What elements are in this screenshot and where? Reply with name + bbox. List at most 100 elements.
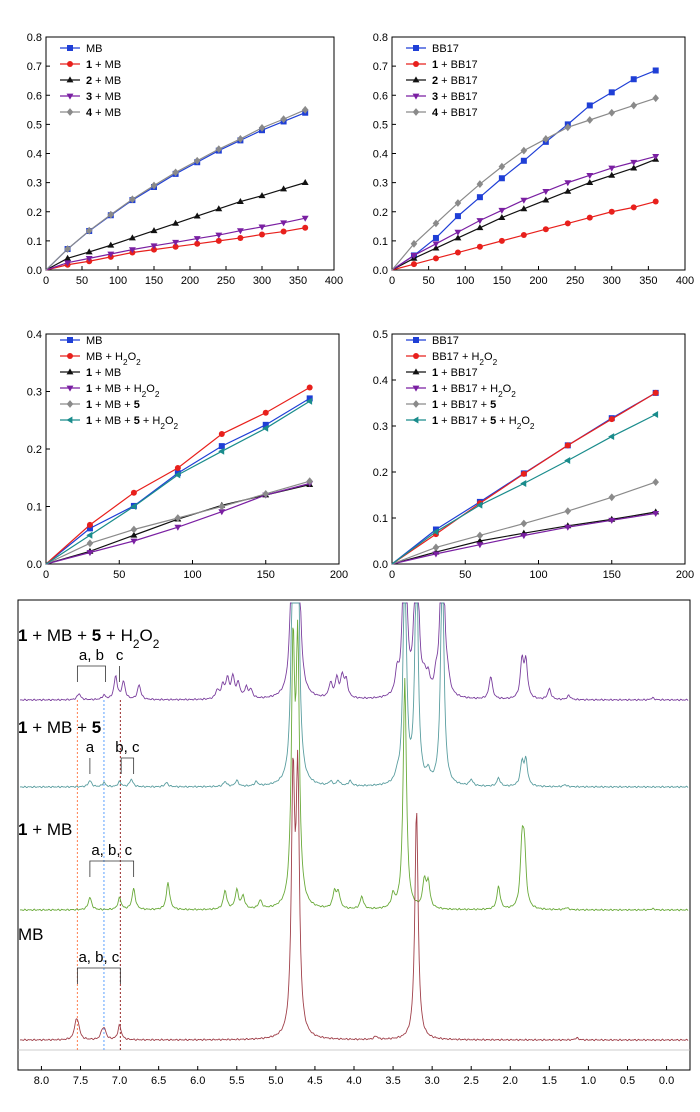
data-point	[432, 255, 439, 262]
legend-bold-part: 1	[432, 415, 438, 427]
data-point	[130, 489, 137, 496]
data-point	[237, 234, 244, 241]
legend-text-part: + MB +	[92, 399, 131, 411]
nmr-trace	[19, 619, 689, 912]
legend-label: BB17	[432, 43, 459, 55]
x-tick-label: 0	[389, 569, 395, 581]
legend-text-part: BB17	[432, 43, 459, 55]
peak-annotation: b, c	[115, 739, 140, 774]
data-point	[652, 411, 659, 418]
data-point	[172, 239, 180, 246]
data-point	[128, 234, 136, 241]
data-point	[498, 237, 505, 244]
data-point	[85, 255, 93, 262]
data-point	[630, 101, 638, 110]
data-point	[302, 224, 309, 231]
y-tick-label: 0.5	[27, 119, 42, 131]
legend-label: MB + H2O2	[86, 351, 141, 367]
legend-label: BB17 + H2O2	[432, 351, 498, 367]
series-4-bb17	[391, 94, 659, 271]
legend-text-part: + MB +	[92, 415, 131, 427]
legend-marker	[412, 385, 420, 392]
y-tick-label: 0.8	[373, 32, 388, 44]
data-point	[520, 232, 527, 239]
data-point	[258, 192, 266, 199]
series-3-mb	[45, 215, 309, 271]
data-point	[218, 447, 225, 455]
data-point	[564, 524, 572, 531]
data-point	[476, 542, 484, 549]
data-point	[150, 181, 158, 190]
series-line	[391, 413, 656, 565]
data-point	[86, 539, 94, 548]
data-point	[476, 537, 484, 544]
data-point	[608, 108, 616, 117]
formula-part: O	[165, 415, 174, 427]
data-point	[280, 185, 288, 192]
x-tick-label: 100	[183, 569, 201, 581]
chart-panel-a: 0 50 100 150 200 250 300 350 400 0.0 0.1 0.2 0.3 0.4 0…	[27, 32, 343, 287]
legend-marker	[412, 368, 420, 375]
data-point	[608, 493, 616, 502]
legend-label: 4 + BB17	[432, 107, 478, 119]
formula-subscript: 2	[153, 637, 160, 651]
formula-part: H	[115, 351, 123, 363]
x-tick-label: 3.5	[385, 1075, 400, 1087]
data-point	[498, 207, 506, 214]
legend-label: 3 + BB17	[432, 91, 478, 103]
data-point	[215, 232, 223, 239]
formula-part: H	[471, 351, 479, 363]
legend-bold-part: 4	[432, 107, 439, 119]
data-point	[306, 395, 313, 402]
formula-part: H	[134, 383, 142, 395]
formula-part: H	[152, 415, 160, 427]
legend-bold-part: 4	[86, 107, 93, 119]
data-point	[151, 246, 157, 253]
legend-marker	[413, 61, 419, 67]
legend-marker	[413, 353, 419, 359]
legend-marker	[412, 76, 420, 83]
x-tick-label: 2.0	[503, 1075, 518, 1087]
data-point	[498, 175, 505, 182]
data-point	[64, 260, 72, 267]
series-2-mb	[45, 179, 309, 271]
legend-text-part: MB +	[86, 351, 115, 363]
y-tick-label: 0.4	[27, 149, 42, 161]
data-point	[130, 525, 138, 534]
data-point	[564, 507, 572, 515]
legend-label: 2 + MB	[86, 75, 121, 87]
data-point	[193, 156, 201, 165]
label-part: MB	[18, 925, 44, 944]
legend-text-part: + BB17	[438, 59, 477, 71]
y-tick-label: 0.1	[27, 236, 42, 248]
x-tick-label: 7.5	[73, 1075, 88, 1087]
data-point	[542, 196, 550, 203]
legend-text-part: + MB	[92, 75, 121, 87]
legend-bold-part: 5	[134, 415, 140, 427]
data-point	[454, 199, 462, 207]
data-point	[586, 179, 594, 186]
data-point	[150, 227, 158, 234]
data-point	[564, 180, 572, 187]
legend-label: 3 + MB	[86, 91, 121, 103]
data-point	[236, 228, 244, 235]
plot-frame	[17, 599, 691, 1071]
formula-part: H	[509, 415, 517, 427]
y-tick-label: 0.2	[373, 207, 388, 219]
x-tick-label: 200	[330, 569, 348, 581]
data-point	[542, 188, 550, 195]
x-tick-label: 50	[113, 569, 125, 581]
data-point	[608, 433, 615, 441]
spectrum-label: 1 + MB + 5 + H2O2	[18, 626, 160, 651]
data-point	[194, 240, 201, 247]
x-tick-label: 250	[566, 275, 584, 287]
data-point	[218, 431, 225, 438]
x-tick-label: 350	[289, 275, 307, 287]
data-point	[107, 251, 115, 258]
series-3-bb17	[391, 154, 660, 271]
legend-label: 1 + BB17	[432, 59, 478, 71]
formula-part: O	[484, 351, 493, 363]
data-point	[652, 511, 660, 517]
legend-bold-part: 1	[86, 59, 92, 71]
legend-label: MB	[86, 335, 103, 347]
